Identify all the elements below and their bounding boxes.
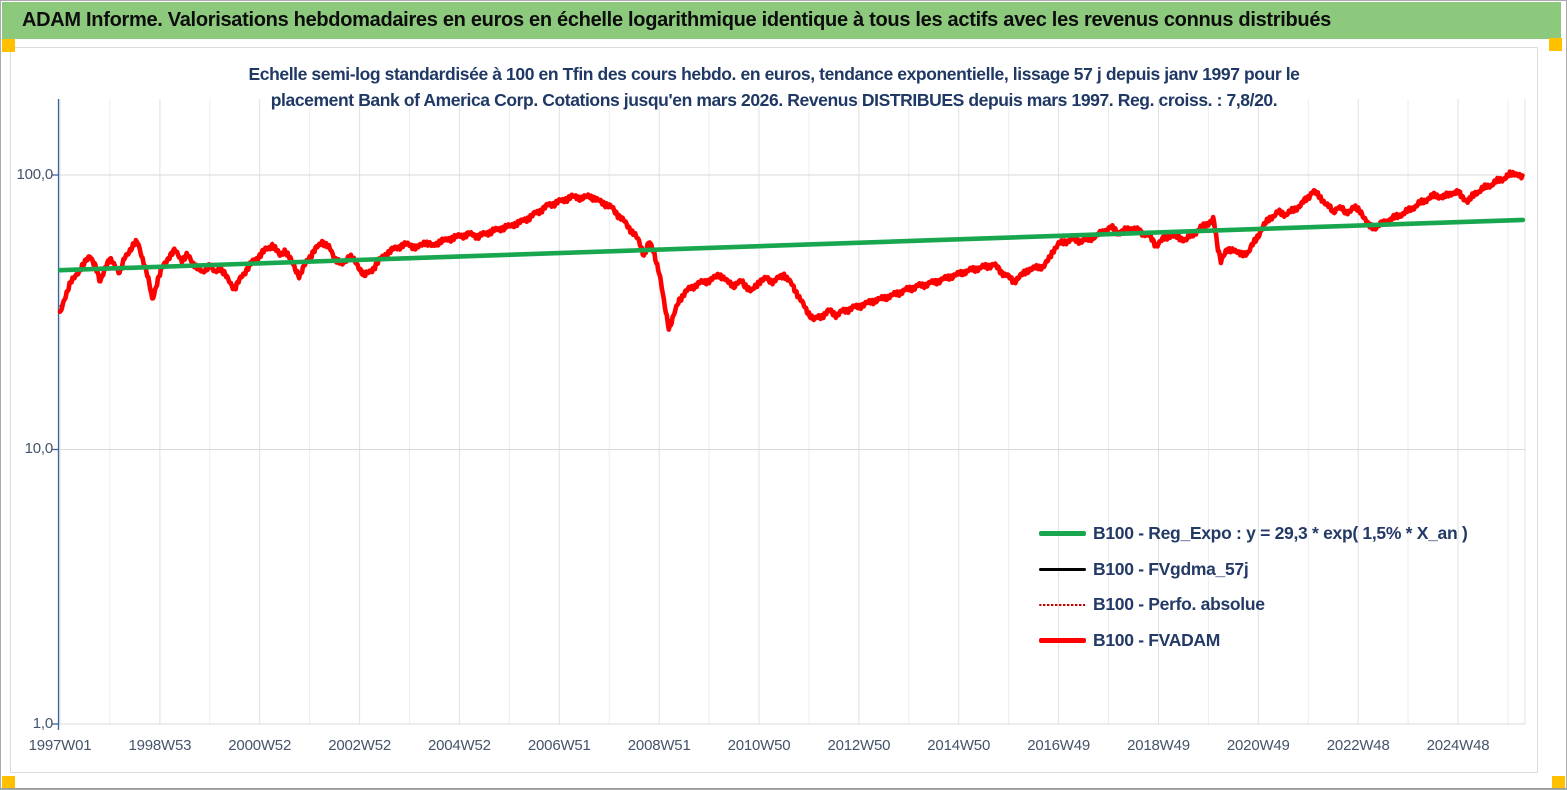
x-axis-label: 2000W52: [228, 737, 292, 754]
x-axis-label: 2004W52: [427, 737, 491, 754]
corner-handle-top-right: [1549, 38, 1562, 51]
x-axis-label: 2022W48: [1326, 737, 1390, 754]
x-axis-label: 2002W52: [328, 737, 391, 754]
x-axis-label: 2006W51: [527, 737, 591, 754]
x-axis-label: 2016W49: [1027, 737, 1090, 754]
chart-title-line-2: placement Bank of America Corp. Cotation…: [270, 90, 1278, 110]
legend-swatch-color: [1039, 531, 1086, 537]
plot-area: [52, 99, 1526, 730]
legend-swatch-color: [1039, 568, 1086, 571]
chart-title: Echelle semi-log standardisée à 100 en T…: [11, 61, 1537, 113]
legend-label: B100 - FVADAM: [1093, 629, 1221, 650]
x-axis-label: 2024W48: [1426, 737, 1490, 754]
x-axis-label: 2012W50: [827, 737, 891, 754]
y-axis-label-100: 100,0: [16, 166, 53, 183]
x-axis-label: 2008W51: [627, 737, 691, 754]
legend-entry[interactable]: B100 - Perfo. absolue: [1039, 587, 1467, 623]
x-axis-label: 1998W53: [128, 737, 192, 754]
legend-label: B100 - Perfo. absolue: [1093, 594, 1265, 615]
legend: B100 - Reg_Expo : y = 29,3 * exp( 1,5% *…: [1039, 516, 1468, 659]
y-axis-label-1: 1,0: [32, 715, 53, 732]
legend-swatch-color: [1039, 603, 1086, 606]
legend-entry[interactable]: B100 - Reg_Expo : y = 29,3 * exp( 1,5% *…: [1039, 516, 1468, 552]
legend-label: B100 - Reg_Expo : y = 29,3 * exp( 1,5% *…: [1093, 523, 1468, 544]
legend-entry[interactable]: B100 - FVgdma_57j: [1039, 552, 1467, 588]
x-axis-label: 2010W50: [727, 737, 791, 754]
x-axis-label: 2020W49: [1226, 737, 1290, 754]
legend-entry[interactable]: B100 - FVADAM: [1039, 623, 1467, 659]
chart-frame: Echelle semi-log standardisée à 100 en T…: [10, 47, 1538, 773]
corner-handle-bottom-right: [1552, 776, 1565, 789]
legend-swatch-line: [1039, 637, 1086, 643]
legend-swatch-dotted-line: [1039, 603, 1086, 606]
series-fvadam-line: [57, 169, 1525, 332]
legend-swatch-color: [1039, 637, 1086, 643]
legend-swatch-line: [1039, 568, 1086, 571]
legend-swatch-line: [1039, 531, 1086, 537]
corner-handle-bottom-left: [2, 776, 15, 789]
chart-title-line-1: Echelle semi-log standardisée à 100 en T…: [248, 64, 1300, 84]
series-reg-expo-line: [57, 217, 1526, 273]
x-axis-label: 2018W49: [1127, 737, 1190, 754]
x-axis-label: 2014W50: [927, 737, 991, 754]
x-axis-label: 1997W01: [28, 737, 92, 754]
corner-handle-top-left: [2, 39, 15, 52]
header-title: ADAM Informe. Valorisations hebdomadaire…: [22, 9, 1331, 31]
header-bar: ADAM Informe. Valorisations hebdomadaire…: [2, 2, 1561, 39]
y-axis-label-10: 10,0: [24, 440, 54, 457]
legend-label: B100 - FVgdma_57j: [1093, 558, 1249, 579]
